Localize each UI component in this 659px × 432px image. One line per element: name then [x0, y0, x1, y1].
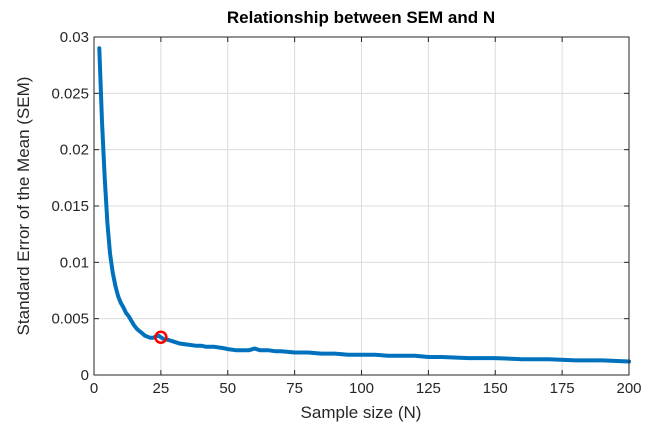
y-tick-label: 0.015	[51, 198, 89, 215]
y-axis-label: Standard Error of the Mean (SEM)	[14, 77, 33, 336]
x-axis-label: Sample size (N)	[301, 403, 422, 422]
chart-title: Relationship between SEM and N	[227, 8, 495, 27]
x-tick-label: 75	[286, 380, 303, 397]
x-tick-label: 50	[219, 380, 236, 397]
y-tick-label: 0.02	[60, 142, 89, 159]
y-tick-label: 0.005	[51, 311, 89, 328]
grid-lines	[93, 36, 630, 376]
y-tick-label: 0.025	[51, 85, 89, 102]
x-tick-label: 150	[483, 380, 508, 397]
x-tick-label: 200	[616, 380, 641, 397]
sem-series-line	[97, 46, 631, 364]
x-tick-label: 25	[153, 380, 170, 397]
x-tick-label: 0	[90, 380, 98, 397]
highlight-marker	[154, 330, 168, 345]
axis-ticks: 0 25 50 75 100 125 150 175 200 0 0.005 0.01 0.015 0.0…	[51, 29, 641, 397]
y-tick-label: 0.03	[60, 29, 89, 46]
plot-area	[97, 46, 631, 364]
y-tick-label: 0.01	[60, 254, 89, 271]
y-tick-label: 0	[81, 367, 89, 384]
x-tick-label: 175	[550, 380, 575, 397]
x-tick-label: 100	[349, 380, 374, 397]
x-tick-label: 125	[416, 380, 441, 397]
